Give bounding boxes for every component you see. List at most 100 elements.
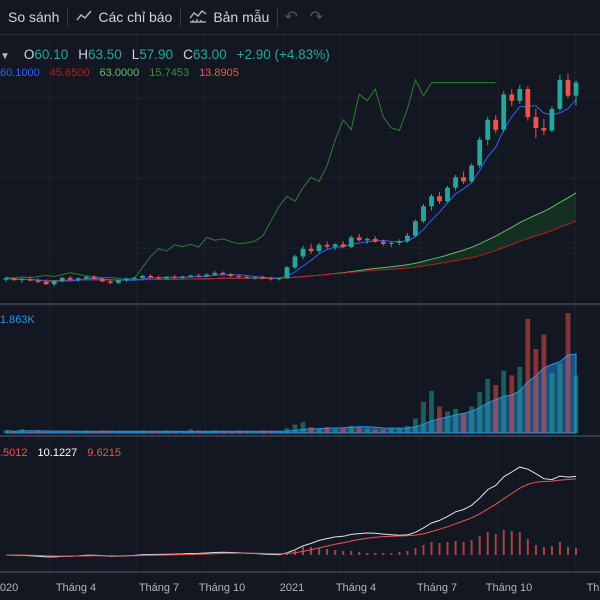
volume-bar — [228, 431, 234, 433]
macd-histogram-bar — [414, 548, 417, 555]
volume-bar — [429, 391, 434, 433]
volume-bar — [260, 430, 266, 433]
volume-bar — [268, 430, 274, 433]
signal-line — [5, 478, 577, 557]
candle-body — [83, 276, 89, 279]
volume-bar — [252, 431, 258, 433]
volume-bar — [445, 411, 450, 433]
redo-icon[interactable]: ↷ — [309, 9, 324, 26]
volume-bar — [284, 428, 290, 433]
candle-body — [220, 272, 226, 275]
volume-value: 1.863K — [0, 314, 35, 326]
candle-body — [372, 238, 378, 242]
candle-body — [51, 281, 57, 285]
candle-body — [565, 79, 571, 96]
volume-bar — [220, 431, 226, 433]
macd-histogram-bar — [454, 541, 457, 555]
macd-value: 10.1227 — [37, 447, 78, 459]
ohlc-legend: ▼ O60.10 H63.50 L57.90 C63.00 +2.90 (+4.83%) — [0, 47, 330, 62]
volume-bar — [397, 428, 402, 433]
volume-bar — [75, 431, 81, 433]
candle-body — [212, 272, 218, 275]
volume-bar — [27, 431, 33, 433]
candle-body — [541, 127, 547, 131]
candle-body — [276, 278, 282, 280]
candle-body — [525, 89, 531, 118]
volume-bar — [557, 363, 563, 433]
candle-body — [437, 196, 442, 202]
candle-body — [501, 94, 507, 130]
x-tick-label: Th — [586, 582, 600, 594]
volume-bar — [501, 370, 507, 433]
undo-icon[interactable]: ↶ — [284, 9, 298, 26]
volume-bar — [308, 427, 314, 433]
candle-body — [453, 177, 458, 188]
candle-body — [405, 235, 410, 242]
candle-body — [348, 237, 354, 247]
macd-histogram-bar — [326, 549, 329, 555]
compare-button[interactable]: So sánh — [0, 0, 67, 34]
volume-bar — [212, 430, 218, 433]
macd-histogram-bar — [462, 542, 465, 555]
x-tick-label: Tháng 7 — [416, 582, 458, 594]
indicators-label: Các chỉ báo — [98, 9, 173, 25]
volume-bar — [485, 379, 491, 433]
candle-body — [477, 139, 483, 166]
macd-histogram-bar — [470, 540, 473, 555]
volume-bar — [91, 431, 97, 433]
ma-value: 60.1000 — [0, 67, 40, 79]
open-value: 60.10 — [34, 47, 69, 62]
volume-bar — [236, 430, 242, 433]
volume-bar — [188, 429, 193, 433]
macd-histogram-bar — [510, 531, 513, 555]
candle-body — [509, 94, 515, 101]
volume-bar — [116, 431, 121, 433]
volume-bar — [364, 428, 370, 433]
toolbar-separator — [180, 7, 182, 27]
macd-histogram-bar — [534, 545, 537, 555]
close-value: 63.00 — [192, 47, 227, 62]
templates-button[interactable]: Bản mẫu — [181, 0, 277, 34]
candle-body — [364, 238, 370, 241]
volume-bar — [244, 431, 250, 433]
indicators-button[interactable]: Các chỉ báo — [68, 0, 180, 34]
toolbar-separator — [277, 7, 279, 27]
candle-body — [236, 276, 242, 277]
collapse-arrow-icon[interactable]: ▼ — [0, 51, 10, 62]
x-tick-label: Tháng 4 — [335, 582, 377, 594]
candle-body — [316, 244, 322, 252]
candle-body — [461, 177, 466, 182]
candle-body — [11, 278, 17, 281]
volume-bar — [421, 401, 426, 433]
volume-bar — [148, 431, 153, 433]
volume-bar — [461, 413, 466, 433]
ma-value: 13.8905 — [199, 67, 239, 79]
macd-value: .5012 — [0, 447, 28, 459]
macd-histogram-bar — [494, 534, 497, 555]
candle-body — [557, 79, 563, 109]
candle-body — [164, 276, 169, 279]
macd-histogram-bar — [478, 536, 481, 555]
candle-body — [292, 256, 298, 268]
candle-body — [156, 277, 161, 279]
candle-body — [75, 278, 81, 280]
volume-bar — [196, 430, 202, 433]
low-value: 57.90 — [139, 47, 174, 62]
ma-value: 45.6500 — [49, 67, 90, 79]
candle-body — [91, 276, 97, 279]
candle-body — [172, 276, 177, 278]
candle-body — [180, 276, 185, 278]
time-axis[interactable]: 2020 Tháng 4 Tháng 7 Tháng 10 2021 Tháng… — [0, 572, 600, 600]
macd-histogram-bar — [342, 551, 345, 555]
candle-body — [413, 221, 418, 236]
volume-bar — [11, 431, 17, 433]
macd-histogram-bar — [310, 547, 313, 555]
volume-bar — [164, 430, 169, 433]
macd-histogram-bar — [542, 547, 545, 555]
macd-value: 9.6215 — [87, 447, 121, 459]
candle-body — [284, 267, 290, 279]
candle-body — [493, 119, 499, 130]
volume-bar — [132, 431, 137, 433]
candle-body — [35, 280, 41, 282]
